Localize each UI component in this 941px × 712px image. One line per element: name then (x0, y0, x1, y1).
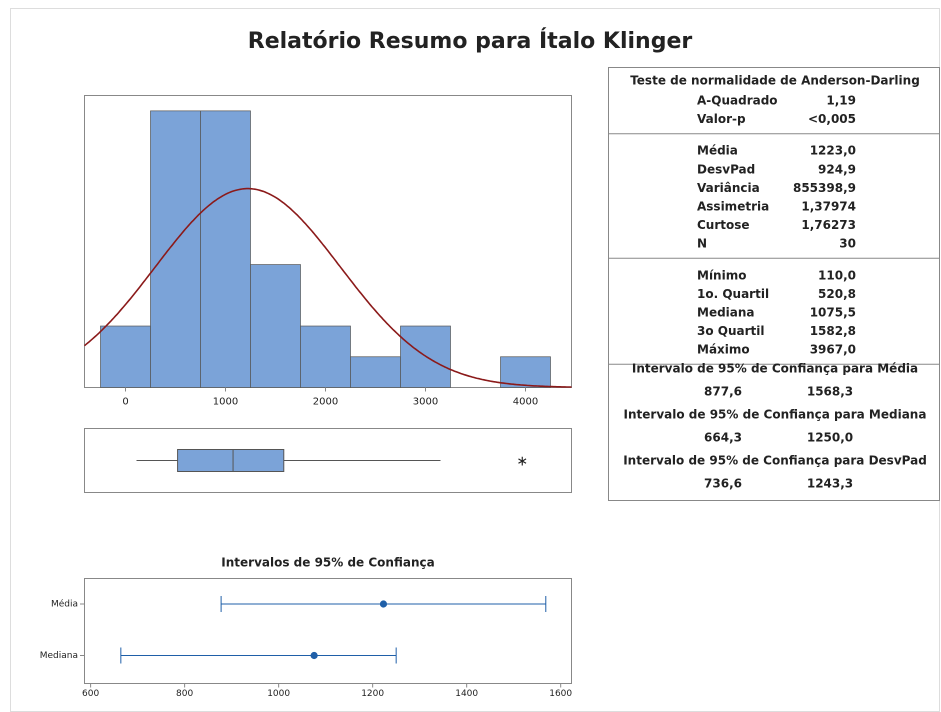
stat-label: Mínimo (697, 268, 746, 282)
x-tick-label: 2000 (313, 397, 338, 408)
interval-low: 664,3 (704, 431, 742, 445)
histogram-bar (350, 356, 401, 388)
stat-label: Variância (697, 181, 760, 195)
stat-value: <0,005 (808, 112, 856, 126)
histogram-bar (150, 110, 201, 388)
x-tick-label: 800 (176, 689, 193, 699)
report-title: Relatório Resumo para Ítalo Klinger (248, 28, 693, 54)
stat-label: Média (697, 144, 738, 158)
stat-value: 520,8 (818, 287, 856, 301)
x-tick-label: 0 (122, 397, 128, 408)
y-tick-label: Mediana (40, 651, 78, 661)
histogram-bar (500, 356, 551, 388)
stats-frame (608, 67, 940, 501)
stat-value: 1075,5 (810, 306, 856, 320)
interval-high: 1250,0 (807, 431, 853, 445)
stat-value: 1223,0 (810, 144, 856, 158)
interval-heading: Intervalo de 95% de Confiança para Média (632, 362, 918, 376)
estimate-point (379, 600, 388, 608)
stat-value: 3967,0 (810, 343, 856, 357)
box (177, 449, 285, 472)
outlier: ∗ (516, 454, 528, 470)
interval-low: 877,6 (704, 385, 742, 399)
x-tick-label: 1000 (267, 689, 290, 699)
x-tick-label: 3000 (413, 397, 438, 408)
interval-high: 1568,3 (807, 385, 853, 399)
stat-value: 1582,8 (810, 324, 856, 338)
stats-header: Teste de normalidade de Anderson-Darling (630, 74, 920, 88)
estimate-point (310, 651, 318, 660)
stat-value: 1,19 (826, 94, 856, 108)
interval-heading: Intervalo de 95% de Confiança para Media… (624, 408, 927, 422)
stat-value: 855398,9 (793, 181, 856, 195)
normal-curve (83, 187, 572, 388)
stat-value: 30 (839, 237, 856, 251)
stat-label: Valor-p (697, 112, 746, 126)
stat-label: Máximo (697, 343, 750, 357)
histogram-bar (200, 110, 251, 388)
x-tick-label: 1600 (549, 689, 572, 699)
interval-frame (84, 578, 572, 684)
histogram-bar (100, 325, 151, 388)
stat-label: 3o Quartil (697, 324, 765, 338)
interval-heading: Intervalo de 95% de Confiança para DesvP… (623, 454, 927, 468)
stat-label: DesvPad (697, 162, 755, 176)
histogram-bar (250, 264, 301, 388)
x-tick-label: 1400 (455, 689, 478, 699)
stat-value: 1,76273 (801, 218, 856, 232)
x-tick-label: 4000 (513, 397, 538, 408)
interval-low: 736,6 (704, 477, 742, 491)
stat-label: A-Quadrado (697, 94, 778, 108)
x-tick-label: 1000 (213, 397, 238, 408)
stat-label: Mediana (697, 306, 755, 320)
x-tick-label: 1200 (361, 689, 384, 699)
stat-value: 924,9 (818, 162, 856, 176)
stat-label: Assimetria (697, 200, 769, 214)
interval-high: 1243,3 (807, 477, 853, 491)
histogram-bar (300, 325, 351, 388)
stat-value: 1,37974 (801, 200, 856, 214)
x-tick-label: 600 (82, 689, 99, 699)
stat-label: 1o. Quartil (697, 287, 769, 301)
boxplot-frame (84, 428, 572, 493)
interval-title: Intervalos de 95% de Confiança (221, 556, 434, 570)
y-tick-label: Média (51, 599, 78, 610)
stat-value: 110,0 (818, 268, 856, 282)
stat-label: Curtose (697, 218, 750, 232)
stat-label: N (697, 237, 707, 251)
